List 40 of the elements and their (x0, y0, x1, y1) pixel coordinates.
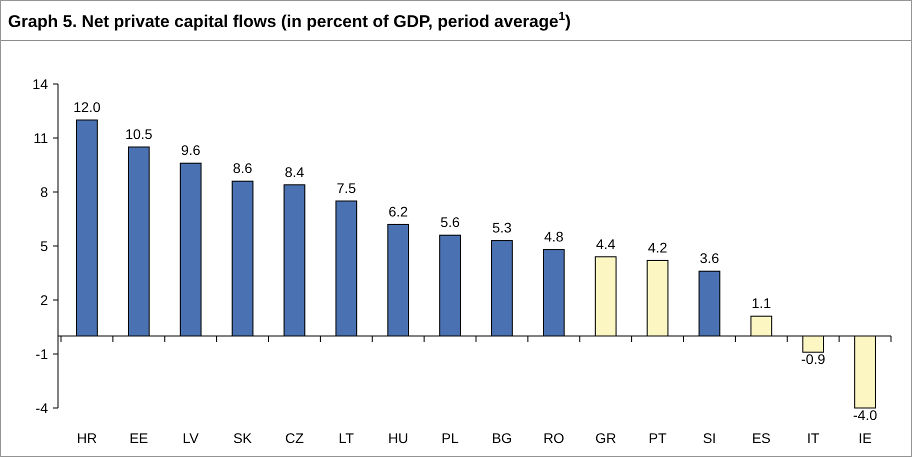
x-tick-label: PL (442, 430, 459, 446)
x-tick-label: HR (76, 430, 98, 446)
data-label: -0.9 (801, 351, 826, 368)
x-tick-label: ES (752, 430, 771, 446)
y-tick-label: 14 (32, 76, 48, 92)
data-label: 5.6 (440, 214, 460, 230)
y-tick-label: 11 (33, 130, 48, 146)
data-label: 1.1 (752, 295, 772, 312)
x-tick-label: CZ (285, 430, 304, 446)
data-label: 6.2 (388, 203, 408, 220)
data-label: 4.2 (648, 239, 668, 256)
data-label: 9.6 (180, 142, 201, 158)
y-tick-label: 8 (40, 184, 48, 200)
x-tick-label: LT (338, 430, 354, 446)
data-label: -4.0 (853, 407, 878, 423)
x-tick-label: GR (595, 430, 616, 446)
x-tick-label: PT (648, 430, 667, 446)
x-tick-label: IT (806, 430, 820, 446)
y-tick-label: -1 (36, 346, 48, 362)
data-label: 12.0 (73, 99, 101, 115)
x-tick-label: IE (858, 430, 872, 446)
y-tick-label: -4 (36, 400, 48, 416)
data-label: 8.6 (232, 160, 253, 176)
data-label: 3.6 (700, 250, 720, 266)
x-tick-label: HU (388, 430, 408, 446)
data-label: 8.4 (284, 164, 304, 180)
x-tick-label: LV (182, 430, 200, 446)
chart-title: Graph 5. Net private capital flows (in percent of GDP, period average$^{1}$) (8, 9, 571, 31)
x-tick-label: SI (702, 430, 716, 446)
data-label: 7.5 (336, 180, 356, 196)
x-tick-label: BG (492, 430, 512, 446)
x-tick-label: SK (233, 430, 253, 446)
y-tick-label: 5 (40, 238, 48, 254)
y-tick-label: 2 (40, 292, 48, 308)
x-tick-label: EE (129, 430, 148, 446)
data-label: 5.3 (492, 220, 512, 236)
data-label: 10.5 (125, 126, 153, 142)
data-label: 4.8 (544, 228, 564, 245)
data-label: 4.4 (596, 236, 616, 252)
x-tick-label: RO (543, 430, 564, 446)
